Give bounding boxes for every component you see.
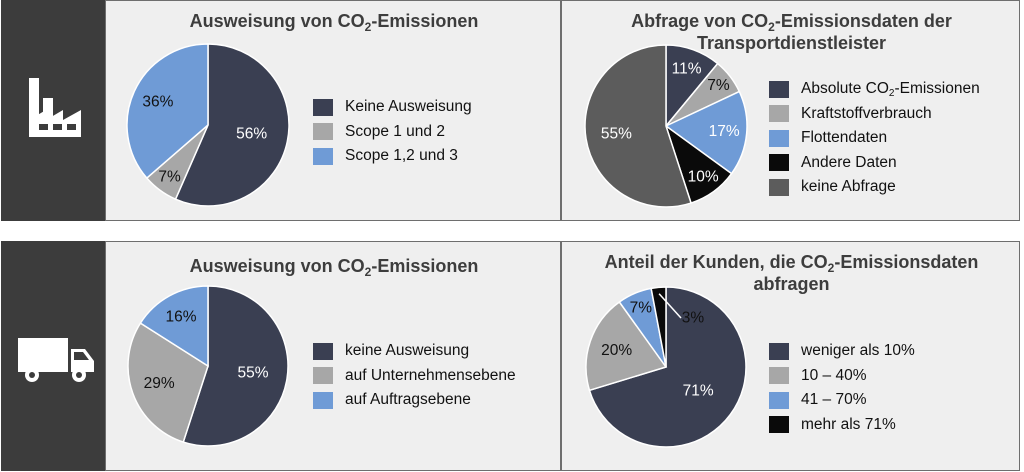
legend-item: mehr als 71%	[769, 413, 915, 438]
legend-item: keine Abfrage	[769, 175, 980, 200]
data-label: 7%	[630, 300, 653, 317]
leader-line	[658, 293, 682, 319]
legend-label: Scope 1 und 2	[345, 122, 445, 140]
chart-title: Ausweisung von CO2-Emissionen	[189, 11, 479, 34]
data-label: 36%	[142, 94, 173, 111]
legend-label: keine Ausweisung	[345, 342, 470, 360]
data-label: 11%	[672, 60, 702, 77]
pie-chart: 55% 29% 16%	[127, 285, 289, 447]
pie-slice	[126, 43, 209, 180]
legend-swatch	[313, 98, 333, 116]
legend-label: auf Unternehmensebene	[345, 366, 516, 384]
truck-icon	[18, 338, 94, 382]
pie-slice	[584, 44, 692, 208]
sidebar-row-2	[1, 241, 105, 471]
legend-swatch	[769, 391, 789, 409]
legend-label: Keine Ausweisung	[345, 98, 472, 116]
legend-label: auf Auftragsebene	[345, 391, 471, 409]
sidebar-row-1	[1, 0, 105, 221]
legend-item: auf Unternehmensebene	[313, 364, 516, 389]
legend-swatch	[769, 178, 789, 196]
data-label: 17%	[709, 123, 740, 140]
pie-slice	[182, 285, 289, 447]
legend-item: Scope 1,2 und 3	[313, 144, 472, 169]
data-label: 56%	[236, 126, 267, 143]
legend-label: weniger als 10%	[801, 342, 915, 360]
pie-slice	[664, 90, 748, 175]
pie-slice	[174, 43, 290, 207]
panel-customer-share: Anteil der Kunden, die CO2-Emissionsdate…	[561, 241, 1020, 471]
pie-slice	[588, 286, 747, 448]
legend-item: Flottendaten	[769, 126, 980, 151]
legend-swatch	[769, 105, 789, 123]
factory-icon	[29, 78, 81, 137]
legend: keine Ausweisung auf Unternehmensebene auf…	[313, 339, 516, 413]
legend-label: mehr als 71%	[801, 415, 896, 433]
legend-label: Absolute CO2-Emissionen	[801, 80, 980, 100]
legend-swatch	[313, 391, 333, 409]
data-label: 7%	[707, 77, 730, 94]
chart-title: Anteil der Kunden, die CO2-Emissionsdate…	[604, 252, 979, 294]
legend-item: Keine Ausweisung	[313, 95, 472, 120]
pie-chart: 71% 20% 7% 3%	[585, 286, 747, 448]
legend-swatch	[769, 154, 789, 172]
pie-slice	[650, 286, 667, 368]
pie-slice	[139, 285, 209, 368]
legend-label: Andere Daten	[801, 153, 897, 171]
legend-item: Scope 1 und 2	[313, 120, 472, 145]
legend-item: 41 – 70%	[769, 388, 915, 413]
legend-swatch	[769, 80, 789, 98]
pie-slice	[127, 322, 209, 444]
panel-carrier-reporting: Ausweisung von CO2-Emissionen 55% 29% 16% …	[105, 241, 561, 471]
pie-chart: 11% 7% 17% 10% 55%	[584, 44, 748, 208]
chart-title: Abfrage von CO2-Emissionsdaten der Trans…	[631, 11, 952, 53]
legend: weniger als 10% 10 – 40% 41 – 70% mehr als …	[769, 339, 915, 437]
panel-data-request: Abfrage von CO2-Emissionsdaten der Trans…	[561, 0, 1020, 221]
panel-scope-reporting: Ausweisung von CO2-Emissionen 56% 7% 36% K…	[105, 0, 561, 221]
legend-label: Scope 1,2 und 3	[345, 147, 458, 165]
legend-swatch	[769, 416, 789, 434]
data-label: 55%	[601, 125, 632, 142]
chart-title: Ausweisung von CO2-Emissionen	[189, 256, 479, 279]
legend-item: keine Ausweisung	[313, 339, 516, 364]
legend-swatch	[313, 367, 333, 385]
data-label: 3%	[682, 310, 705, 327]
legend-label: 41 – 70%	[801, 391, 867, 409]
legend: Keine Ausweisung Scope 1 und 2 Scope 1,2 u…	[313, 95, 472, 169]
legend-item: auf Auftragsebene	[313, 388, 516, 413]
data-label: 29%	[144, 375, 175, 392]
pie-chart: 56% 7% 36%	[126, 43, 290, 207]
legend-swatch	[313, 147, 333, 165]
legend-swatch	[769, 342, 789, 360]
legend-label: keine Abfrage	[801, 178, 896, 196]
pie-slice	[585, 300, 668, 392]
legend-label: 10 – 40%	[801, 366, 867, 384]
data-label: 10%	[688, 169, 719, 186]
legend-label: Flottendaten	[801, 129, 888, 147]
data-label: 20%	[601, 342, 632, 359]
legend: Absolute CO2-Emissionen Kraftstoffverbrau…	[769, 77, 980, 200]
legend-swatch	[769, 129, 789, 147]
legend-item: Absolute CO2-Emissionen	[769, 77, 980, 102]
legend-item: 10 – 40%	[769, 364, 915, 389]
legend-item: weniger als 10%	[769, 339, 915, 364]
legend-swatch	[313, 123, 333, 141]
data-label: 55%	[237, 365, 268, 382]
legend-label: Kraftstoffverbrauch	[801, 104, 932, 122]
legend-swatch	[313, 342, 333, 360]
legend-item: Andere Daten	[769, 151, 980, 176]
legend-item: Kraftstoffverbrauch	[769, 102, 980, 127]
legend-swatch	[769, 367, 789, 385]
data-label: 71%	[683, 382, 714, 399]
data-label: 7%	[158, 169, 181, 186]
data-label: 16%	[165, 308, 196, 325]
